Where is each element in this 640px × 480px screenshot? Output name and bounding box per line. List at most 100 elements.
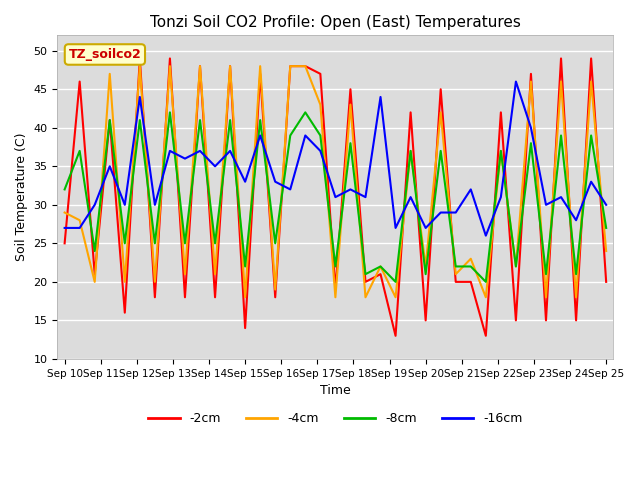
-8cm <box>437 148 445 154</box>
-8cm <box>482 279 490 285</box>
-8cm <box>166 109 174 115</box>
-4cm <box>61 210 68 216</box>
-2cm <box>181 294 189 300</box>
-4cm <box>362 294 369 300</box>
-16cm <box>512 79 520 84</box>
-8cm <box>602 225 610 231</box>
-2cm <box>166 56 174 61</box>
-2cm <box>347 86 355 92</box>
-2cm <box>602 279 610 285</box>
-16cm <box>241 179 249 185</box>
-2cm <box>317 71 324 77</box>
-16cm <box>377 94 385 100</box>
-4cm <box>317 102 324 108</box>
-16cm <box>287 187 294 192</box>
-2cm <box>452 279 460 285</box>
-4cm <box>196 63 204 69</box>
-8cm <box>151 240 159 246</box>
-16cm <box>76 225 83 231</box>
-16cm <box>227 148 234 154</box>
-2cm <box>121 310 129 315</box>
-16cm <box>196 148 204 154</box>
-16cm <box>61 225 68 231</box>
-16cm <box>347 187 355 192</box>
-8cm <box>121 240 129 246</box>
-4cm <box>542 294 550 300</box>
-2cm <box>76 79 83 84</box>
-8cm <box>392 279 399 285</box>
-4cm <box>257 63 264 69</box>
-16cm <box>271 179 279 185</box>
-16cm <box>181 156 189 161</box>
-4cm <box>271 287 279 292</box>
-4cm <box>166 63 174 69</box>
-16cm <box>602 202 610 208</box>
-8cm <box>136 117 143 123</box>
-4cm <box>452 271 460 277</box>
-8cm <box>91 248 99 254</box>
-2cm <box>301 63 309 69</box>
-8cm <box>196 117 204 123</box>
-8cm <box>106 117 113 123</box>
Text: TZ_soilco2: TZ_soilco2 <box>68 48 141 61</box>
-8cm <box>181 240 189 246</box>
-16cm <box>301 132 309 138</box>
-8cm <box>287 132 294 138</box>
-16cm <box>136 94 143 100</box>
-4cm <box>437 109 445 115</box>
-8cm <box>271 240 279 246</box>
-2cm <box>106 117 113 123</box>
-2cm <box>407 109 415 115</box>
-16cm <box>257 132 264 138</box>
-2cm <box>572 317 580 323</box>
-8cm <box>422 271 429 277</box>
-16cm <box>392 225 399 231</box>
-2cm <box>227 63 234 69</box>
-4cm <box>76 217 83 223</box>
-2cm <box>136 56 143 61</box>
-8cm <box>452 264 460 269</box>
-8cm <box>332 264 339 269</box>
-4cm <box>347 102 355 108</box>
-16cm <box>557 194 565 200</box>
-4cm <box>136 63 143 69</box>
-4cm <box>392 294 399 300</box>
-16cm <box>211 163 219 169</box>
-4cm <box>227 63 234 69</box>
-8cm <box>76 148 83 154</box>
-8cm <box>572 271 580 277</box>
-4cm <box>572 294 580 300</box>
-8cm <box>257 117 264 123</box>
-4cm <box>121 279 129 285</box>
-16cm <box>332 194 339 200</box>
-8cm <box>377 264 385 269</box>
-16cm <box>572 217 580 223</box>
-2cm <box>362 279 369 285</box>
Line: -2cm: -2cm <box>65 59 606 336</box>
-4cm <box>527 79 535 84</box>
-8cm <box>61 187 68 192</box>
-16cm <box>362 194 369 200</box>
-4cm <box>422 264 429 269</box>
-2cm <box>557 56 565 61</box>
-4cm <box>602 248 610 254</box>
-2cm <box>467 279 475 285</box>
-8cm <box>227 117 234 123</box>
Title: Tonzi Soil CO2 Profile: Open (East) Temperatures: Tonzi Soil CO2 Profile: Open (East) Temp… <box>150 15 521 30</box>
-8cm <box>317 132 324 138</box>
-4cm <box>91 279 99 285</box>
-4cm <box>377 264 385 269</box>
-4cm <box>497 148 505 154</box>
Y-axis label: Soil Temperature (C): Soil Temperature (C) <box>15 133 28 262</box>
-4cm <box>588 79 595 84</box>
-8cm <box>407 148 415 154</box>
-2cm <box>196 63 204 69</box>
-2cm <box>257 71 264 77</box>
-16cm <box>151 202 159 208</box>
-16cm <box>467 187 475 192</box>
-8cm <box>362 271 369 277</box>
-2cm <box>241 325 249 331</box>
-2cm <box>497 109 505 115</box>
-16cm <box>542 202 550 208</box>
-4cm <box>151 279 159 285</box>
